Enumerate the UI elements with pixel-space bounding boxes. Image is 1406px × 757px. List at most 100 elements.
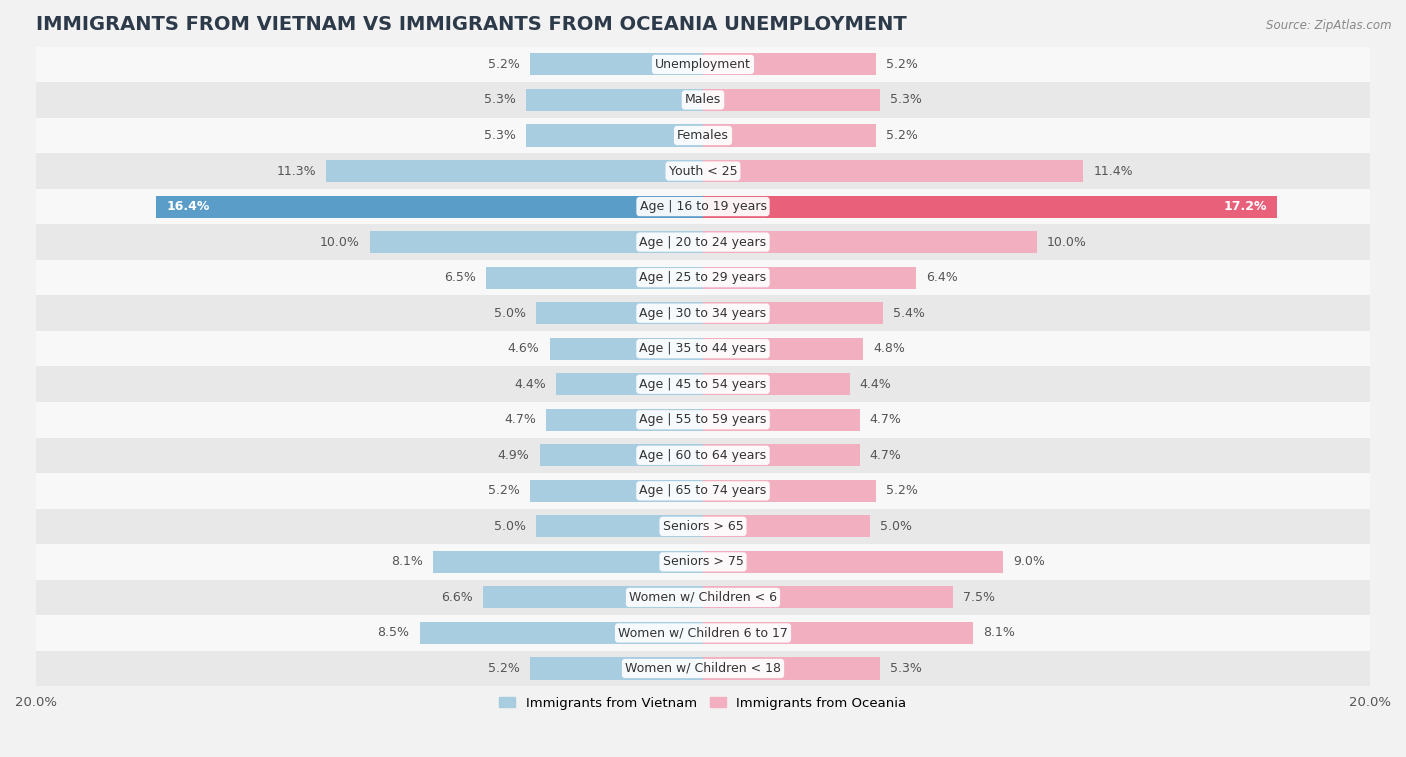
Text: Males: Males — [685, 93, 721, 107]
Bar — [530, 54, 703, 76]
Bar — [547, 409, 703, 431]
Bar — [703, 195, 1277, 217]
Bar — [703, 89, 880, 111]
Bar — [550, 338, 703, 360]
Bar — [703, 480, 876, 502]
Text: 5.2%: 5.2% — [886, 58, 918, 71]
Text: Unemployment: Unemployment — [655, 58, 751, 71]
Text: Women w/ Children 6 to 17: Women w/ Children 6 to 17 — [619, 627, 787, 640]
Text: 5.4%: 5.4% — [893, 307, 925, 319]
Bar — [37, 47, 1369, 83]
Text: Age | 25 to 29 years: Age | 25 to 29 years — [640, 271, 766, 284]
Text: 5.2%: 5.2% — [488, 484, 520, 497]
Text: 17.2%: 17.2% — [1223, 200, 1267, 213]
Text: Females: Females — [678, 129, 728, 142]
Text: 6.4%: 6.4% — [927, 271, 959, 284]
Text: Source: ZipAtlas.com: Source: ZipAtlas.com — [1267, 19, 1392, 32]
Bar — [37, 331, 1369, 366]
Text: 8.1%: 8.1% — [391, 556, 423, 569]
Bar — [37, 366, 1369, 402]
Bar — [703, 124, 876, 147]
Text: 5.0%: 5.0% — [495, 307, 526, 319]
Bar — [486, 266, 703, 288]
Bar — [326, 160, 703, 182]
Text: 5.3%: 5.3% — [484, 93, 516, 107]
Text: 5.0%: 5.0% — [880, 520, 911, 533]
Bar — [370, 231, 703, 253]
Bar — [703, 54, 876, 76]
Text: Age | 55 to 59 years: Age | 55 to 59 years — [640, 413, 766, 426]
Text: 8.5%: 8.5% — [378, 627, 409, 640]
Bar — [37, 615, 1369, 651]
Bar — [37, 509, 1369, 544]
Text: 5.3%: 5.3% — [890, 93, 922, 107]
Text: 5.2%: 5.2% — [488, 58, 520, 71]
Text: Seniors > 75: Seniors > 75 — [662, 556, 744, 569]
Bar — [557, 373, 703, 395]
Text: 5.2%: 5.2% — [886, 484, 918, 497]
Bar — [482, 587, 703, 609]
Bar — [37, 295, 1369, 331]
Bar — [703, 587, 953, 609]
Text: Age | 16 to 19 years: Age | 16 to 19 years — [640, 200, 766, 213]
Text: 4.6%: 4.6% — [508, 342, 540, 355]
Bar — [536, 302, 703, 324]
Text: 5.0%: 5.0% — [495, 520, 526, 533]
Bar — [540, 444, 703, 466]
Text: 7.5%: 7.5% — [963, 591, 995, 604]
Text: 4.7%: 4.7% — [505, 413, 536, 426]
Bar — [419, 622, 703, 644]
Text: Youth < 25: Youth < 25 — [669, 164, 737, 178]
Bar — [37, 473, 1369, 509]
Bar — [37, 580, 1369, 615]
Text: 4.4%: 4.4% — [515, 378, 547, 391]
Bar — [703, 658, 880, 680]
Text: 6.5%: 6.5% — [444, 271, 477, 284]
Bar — [703, 622, 973, 644]
Bar — [526, 89, 703, 111]
Text: 4.7%: 4.7% — [870, 449, 901, 462]
Text: 5.3%: 5.3% — [484, 129, 516, 142]
Bar — [703, 444, 859, 466]
Text: 4.7%: 4.7% — [870, 413, 901, 426]
Bar — [37, 118, 1369, 153]
Bar — [156, 195, 703, 217]
Text: 5.3%: 5.3% — [890, 662, 922, 675]
Bar — [37, 544, 1369, 580]
Bar — [37, 438, 1369, 473]
Bar — [703, 338, 863, 360]
Bar — [530, 658, 703, 680]
Bar — [703, 231, 1036, 253]
Bar — [536, 516, 703, 537]
Text: 4.9%: 4.9% — [498, 449, 530, 462]
Bar — [703, 516, 870, 537]
Text: 8.1%: 8.1% — [983, 627, 1015, 640]
Text: Seniors > 65: Seniors > 65 — [662, 520, 744, 533]
Text: Age | 20 to 24 years: Age | 20 to 24 years — [640, 235, 766, 248]
Text: IMMIGRANTS FROM VIETNAM VS IMMIGRANTS FROM OCEANIA UNEMPLOYMENT: IMMIGRANTS FROM VIETNAM VS IMMIGRANTS FR… — [37, 15, 907, 34]
Bar — [37, 83, 1369, 118]
Bar — [703, 551, 1002, 573]
Text: Women w/ Children < 18: Women w/ Children < 18 — [626, 662, 780, 675]
Text: Age | 35 to 44 years: Age | 35 to 44 years — [640, 342, 766, 355]
Text: Age | 65 to 74 years: Age | 65 to 74 years — [640, 484, 766, 497]
Bar — [526, 124, 703, 147]
Bar — [37, 188, 1369, 224]
Text: 11.4%: 11.4% — [1094, 164, 1133, 178]
Text: Age | 30 to 34 years: Age | 30 to 34 years — [640, 307, 766, 319]
Text: 9.0%: 9.0% — [1014, 556, 1045, 569]
Text: Age | 45 to 54 years: Age | 45 to 54 years — [640, 378, 766, 391]
Text: 4.4%: 4.4% — [859, 378, 891, 391]
Bar — [37, 153, 1369, 188]
Bar — [433, 551, 703, 573]
Text: 4.8%: 4.8% — [873, 342, 905, 355]
Bar — [530, 480, 703, 502]
Bar — [37, 402, 1369, 438]
Text: 10.0%: 10.0% — [319, 235, 360, 248]
Text: 5.2%: 5.2% — [488, 662, 520, 675]
Bar — [703, 409, 859, 431]
Bar — [37, 224, 1369, 260]
Text: Age | 60 to 64 years: Age | 60 to 64 years — [640, 449, 766, 462]
Text: 11.3%: 11.3% — [277, 164, 316, 178]
Text: 5.2%: 5.2% — [886, 129, 918, 142]
